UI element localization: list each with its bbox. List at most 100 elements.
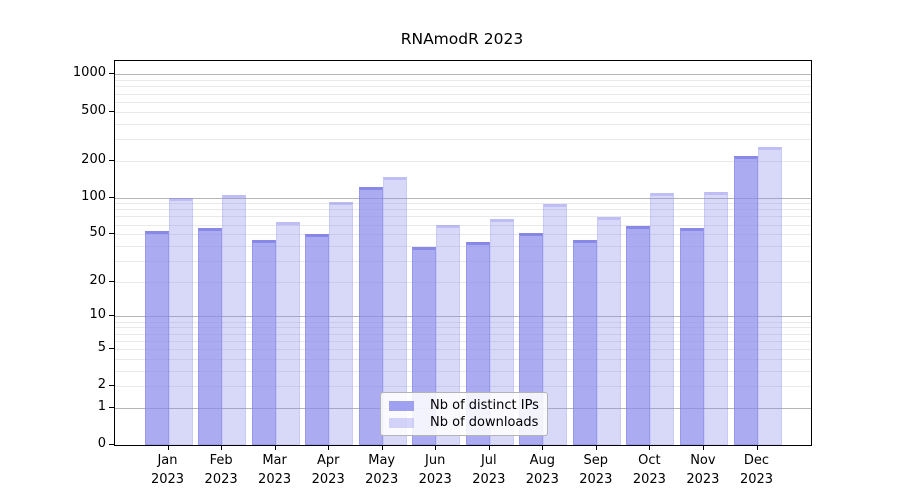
y-tick-mark-100	[109, 196, 114, 198]
y-tick-label-200: 200	[81, 151, 106, 167]
gridline-minor	[115, 216, 811, 218]
y-tick-mark-200	[109, 159, 114, 161]
legend-swatch-downloads	[389, 417, 414, 428]
legend-item-downloads: Nb of downloads	[387, 414, 541, 431]
gridline-minor	[115, 386, 811, 388]
gridline-minor	[115, 260, 811, 262]
x-tick-mark-jan	[167, 445, 169, 450]
x-tick-mark-sep	[595, 445, 597, 450]
bar-downloads-jan	[168, 197, 193, 445]
x-tick-mark-apr	[328, 445, 330, 450]
x-tick-label-nov: Nov 2023	[686, 453, 720, 487]
x-tick-label-jul: Jul 2023	[472, 453, 506, 487]
y-tick-mark-20	[109, 280, 114, 282]
x-tick-label-sep: Sep 2023	[579, 453, 613, 487]
x-tick-label-oct: Oct 2023	[632, 453, 666, 487]
y-tick-label-1: 1	[97, 398, 106, 414]
gridline-minor	[115, 138, 811, 140]
gridline-minor	[115, 281, 811, 283]
gridline-minor	[115, 349, 811, 350]
gridline-minor	[115, 245, 811, 247]
x-tick-label-mar: Mar 2023	[258, 453, 292, 487]
gridline-minor	[115, 80, 811, 81]
x-tick-mark-nov	[702, 445, 704, 450]
gridline-minor	[115, 234, 811, 236]
y-tick-mark-500	[109, 110, 114, 112]
x-tick-label-apr: Apr 2023	[311, 453, 345, 487]
legend-swatch-distinct-ips	[389, 400, 414, 411]
x-tick-mark-mar	[274, 445, 276, 450]
x-tick-mark-feb	[221, 445, 223, 450]
legend-item-distinct-ips: Nb of distinct IPs	[387, 397, 541, 414]
y-tick-mark-1000	[109, 73, 114, 75]
bar-distinct-ips-jan	[144, 231, 169, 445]
bar-distinct-ips-apr	[305, 234, 330, 445]
x-tick-mark-jun	[435, 445, 437, 450]
x-tick-mark-aug	[542, 445, 544, 450]
y-tick-mark-0	[109, 444, 114, 445]
x-tick-mark-oct	[649, 445, 651, 450]
y-tick-label-100: 100	[81, 188, 106, 204]
bar-distinct-ips-sep	[572, 239, 597, 445]
y-tick-mark-1	[109, 406, 114, 408]
x-tick-label-may: May 2023	[365, 453, 399, 487]
y-tick-label-2: 2	[97, 377, 106, 393]
bar-downloads-oct	[650, 193, 675, 445]
bar-distinct-ips-dec	[733, 155, 758, 445]
x-tick-label-aug: Aug 2023	[525, 453, 559, 487]
bar-downloads-nov	[703, 191, 728, 445]
y-tick-label-50: 50	[89, 225, 106, 241]
legend-label-distinct-ips: Nb of distinct IPs	[430, 398, 539, 413]
gridline-minor	[115, 86, 811, 88]
bar-downloads-apr	[329, 201, 354, 445]
gridline-major	[115, 316, 811, 318]
x-tick-mark-may	[381, 445, 383, 450]
legend: Nb of distinct IPs Nb of downloads	[380, 392, 548, 436]
gridline-minor	[115, 224, 811, 226]
bar-downloads-feb	[222, 195, 247, 445]
gridline-minor	[115, 111, 811, 113]
x-tick-label-dec: Dec 2023	[739, 453, 774, 487]
gridline-minor	[115, 101, 811, 103]
gridline-minor	[115, 160, 811, 162]
gridline-minor	[115, 321, 811, 323]
x-tick-label-jan: Jan 2023	[150, 453, 185, 487]
gridline-major	[115, 74, 811, 76]
bar-distinct-ips-oct	[626, 226, 651, 445]
gridline-minor	[115, 333, 811, 335]
bar-distinct-ips-mar	[251, 239, 276, 445]
bar-distinct-ips-may	[358, 186, 383, 445]
x-tick-mark-jul	[488, 445, 490, 450]
y-tick-mark-50	[109, 233, 114, 235]
bar-downloads-dec	[757, 146, 782, 445]
y-tick-label-500: 500	[81, 102, 106, 118]
y-tick-label-0: 0	[97, 436, 106, 451]
y-tick-mark-5	[109, 348, 114, 349]
plot-area	[114, 60, 812, 446]
gridline-minor	[115, 358, 811, 360]
gridline-minor	[115, 203, 811, 205]
y-tick-label-10: 10	[89, 307, 106, 323]
y-tick-label-5: 5	[97, 340, 106, 355]
y-tick-mark-2	[109, 385, 114, 387]
gridline-minor	[115, 327, 811, 329]
gridline-minor	[115, 123, 811, 125]
gridline-major	[115, 197, 811, 199]
gridline-minor	[115, 93, 811, 95]
gridline-minor	[115, 370, 811, 372]
y-tick-mark-10	[109, 315, 114, 317]
chart-title: RNAmodR 2023	[400, 30, 524, 48]
x-tick-label-feb: Feb 2023	[204, 453, 238, 487]
gridline-minor	[115, 340, 811, 342]
gridline-minor	[115, 209, 811, 211]
bar-downloads-sep	[596, 217, 621, 445]
x-tick-mark-dec	[756, 445, 758, 450]
y-tick-label-20: 20	[89, 272, 106, 288]
x-tick-label-jun: Jun 2023	[418, 453, 452, 487]
bar-distinct-ips-nov	[679, 228, 704, 445]
bar-distinct-ips-feb	[198, 228, 223, 445]
y-tick-label-1000: 1000	[72, 65, 106, 81]
bar-downloads-mar	[275, 221, 300, 445]
legend-label-downloads: Nb of downloads	[430, 415, 539, 430]
